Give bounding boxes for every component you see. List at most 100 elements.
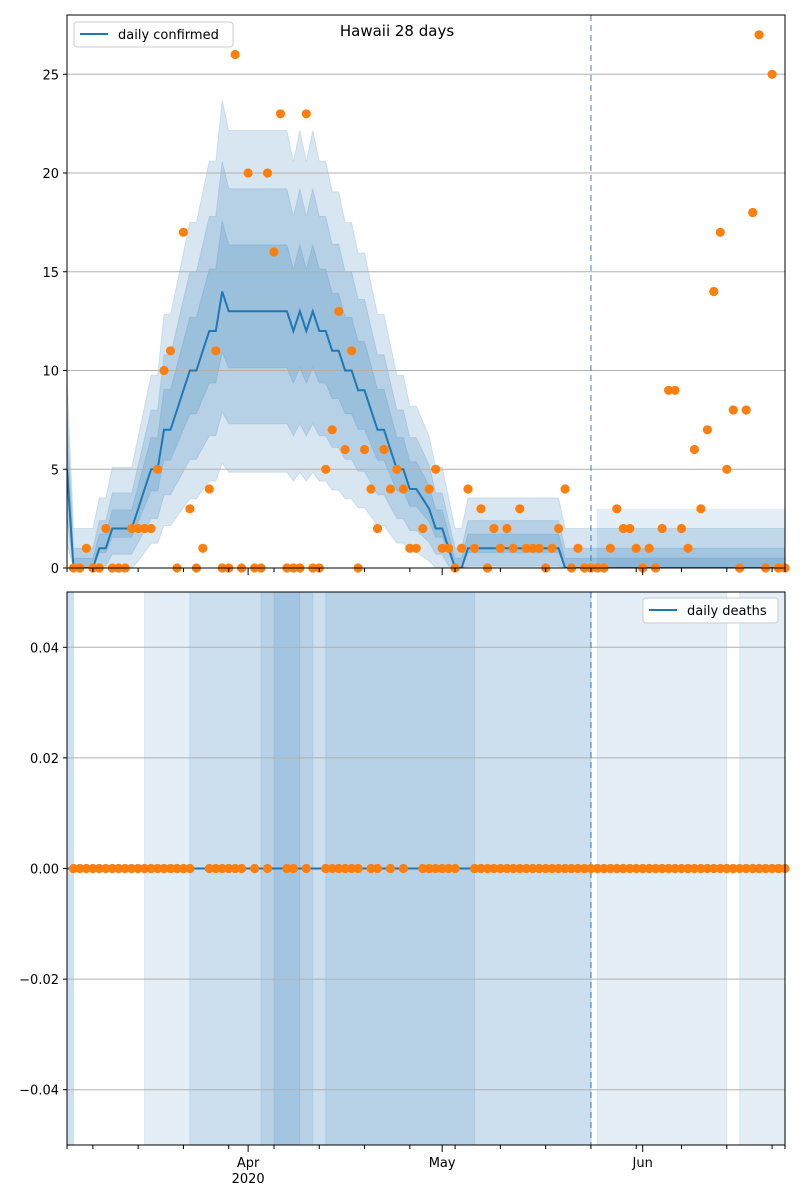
deaths-point: [482, 863, 493, 874]
deaths-point: [288, 863, 298, 874]
deaths-point: [301, 863, 311, 874]
deaths-point: [437, 863, 447, 874]
confirmed-y-tick-label: 15: [42, 266, 59, 281]
deaths-point: [728, 863, 738, 874]
deaths-point: [250, 863, 260, 874]
deaths-point: [127, 863, 137, 874]
deaths-point: [566, 863, 577, 874]
confirmed-point: [146, 523, 156, 534]
confirmed-point: [754, 30, 764, 40]
deaths-point: [146, 863, 156, 874]
deaths-point: [761, 863, 771, 874]
deaths-point: [424, 863, 434, 874]
deaths-point: [140, 863, 150, 874]
deaths-point: [185, 863, 195, 874]
confirmed-point: [547, 543, 557, 553]
deaths-y-tick-label: 0.02: [30, 752, 59, 767]
confirmed-point: [398, 484, 408, 494]
confirmed-point: [405, 543, 415, 553]
confirmed-point: [198, 543, 208, 553]
confirmed-axes-frame: [66, 14, 786, 569]
x-tick-label: Jun: [632, 1156, 653, 1171]
deaths-point: [94, 863, 104, 874]
confirmed-point: [262, 168, 273, 178]
deaths-point: [476, 863, 486, 874]
deaths-point: [508, 863, 518, 874]
confirmed-point: [502, 523, 512, 534]
deaths-point: [114, 863, 124, 874]
confirmed-point: [644, 543, 654, 553]
confirmed-point: [269, 247, 279, 257]
confirmed-point: [612, 504, 622, 514]
deaths-y-tick-label: −0.02: [19, 973, 59, 988]
deaths-point: [165, 863, 176, 874]
confirmed-point: [495, 543, 505, 553]
deaths-point: [230, 863, 240, 874]
deaths-observed-points: [68, 863, 790, 874]
deaths-point: [773, 863, 784, 874]
deaths-point: [715, 863, 725, 874]
confirmed-point: [444, 543, 454, 553]
confirmed-point: [605, 543, 616, 553]
deaths-point: [638, 863, 648, 874]
confirmed-band-1: [67, 99, 785, 568]
deaths-point: [88, 863, 98, 874]
deaths-point: [153, 863, 163, 874]
confirmed-band-2: [67, 161, 785, 568]
deaths-point: [683, 863, 693, 874]
deaths-point: [68, 863, 79, 874]
deaths-point: [631, 863, 641, 874]
confirmed-point: [625, 523, 635, 534]
deaths-point: [547, 863, 557, 874]
confirmed-y-tick-label: 20: [42, 167, 59, 182]
deaths-point: [618, 863, 628, 874]
deaths-point: [722, 863, 732, 874]
deaths-point: [450, 863, 460, 874]
deaths-point: [586, 863, 596, 874]
confirmed-x-axis-ticks: [66, 568, 786, 575]
confirmed-point: [696, 504, 706, 514]
confirmed-point: [618, 523, 628, 534]
confirmed-point: [334, 306, 344, 316]
confirmed-point: [431, 464, 441, 474]
deaths-point: [366, 863, 376, 874]
deaths-point: [347, 863, 357, 874]
confirmed-point: [185, 504, 195, 514]
confirmed-point: [689, 444, 700, 455]
deaths-point: [502, 863, 512, 874]
confirmed-point: [101, 523, 111, 534]
deaths-point: [282, 863, 292, 874]
deaths-point: [178, 863, 188, 874]
deaths-point: [748, 863, 758, 874]
deaths-point: [651, 863, 661, 874]
confirmed-point: [528, 543, 538, 553]
deaths-point: [534, 863, 544, 874]
confirmed-point: [709, 286, 719, 297]
confirmed-point: [560, 484, 570, 494]
confirmed-point: [133, 523, 143, 534]
deaths-point: [573, 863, 583, 874]
deaths-point: [670, 863, 680, 874]
deaths-point: [702, 863, 713, 874]
deaths-point: [644, 863, 654, 874]
confirmed-y-tick-label: 5: [51, 463, 59, 478]
deaths-y-tick-label: 0.00: [30, 863, 59, 878]
confirmed-point: [508, 543, 518, 553]
confirmed-point: [702, 425, 713, 435]
confirmed-point: [418, 523, 428, 534]
confirmed-point: [340, 444, 350, 455]
confirmed-point: [664, 385, 674, 395]
deaths-point: [159, 863, 169, 874]
confirmed-point: [715, 227, 725, 237]
x-tick-label: Apr: [237, 1156, 260, 1171]
deaths-point: [133, 863, 143, 874]
deaths-y-tick-label: 0.04: [30, 641, 59, 656]
x-tick-year-label: 2020: [232, 1172, 265, 1187]
confirmed-point: [534, 543, 544, 553]
confirmed-point: [424, 484, 434, 494]
deaths-point: [340, 863, 350, 874]
daily-confirmed-line: [67, 291, 785, 568]
confirmed-point: [127, 523, 137, 534]
